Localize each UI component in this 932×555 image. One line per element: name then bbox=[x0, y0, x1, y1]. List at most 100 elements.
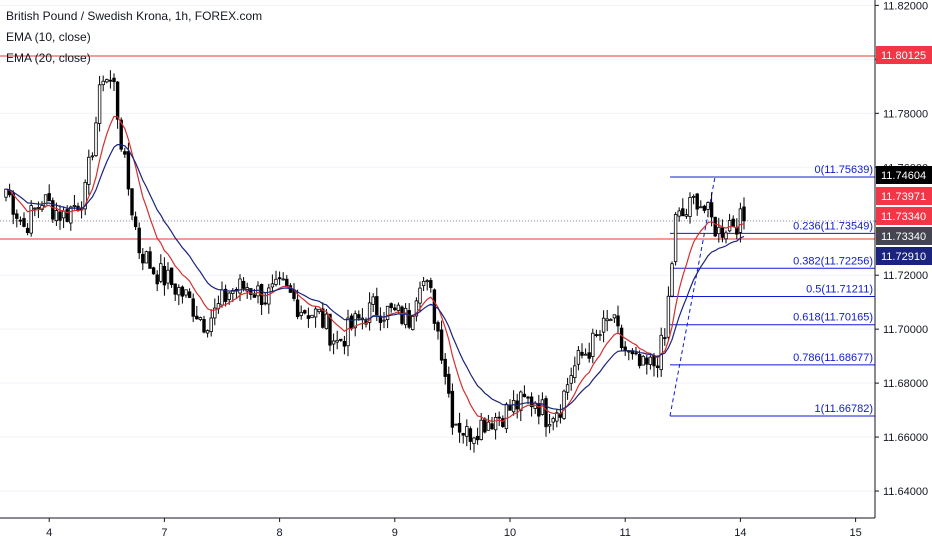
candle-body bbox=[191, 298, 195, 317]
candle-body bbox=[421, 280, 426, 287]
candle-body bbox=[87, 156, 91, 185]
candle-body bbox=[709, 202, 714, 218]
candle-body bbox=[306, 315, 311, 319]
fib-level-label: 0.5(11.71211) bbox=[806, 283, 873, 295]
candle-body bbox=[641, 355, 645, 366]
candle-body bbox=[205, 330, 210, 334]
candle-body bbox=[202, 319, 206, 333]
candle-body bbox=[738, 208, 743, 233]
price-label-box bbox=[876, 46, 932, 64]
candle-body bbox=[605, 318, 609, 322]
candle-body bbox=[663, 337, 667, 340]
candle-body bbox=[529, 396, 534, 408]
candle-body bbox=[144, 251, 149, 264]
x-tick-label: 10 bbox=[504, 527, 516, 539]
candle-body bbox=[544, 398, 548, 428]
candle-body bbox=[727, 220, 732, 232]
y-tick-label: 11.68000 bbox=[883, 378, 928, 390]
candle-body bbox=[115, 81, 120, 120]
candle-body bbox=[18, 219, 23, 222]
candle-body bbox=[504, 403, 509, 430]
price-label-box bbox=[876, 187, 932, 205]
fib-level-label: 0(11.75639) bbox=[814, 164, 873, 176]
candle-body bbox=[367, 302, 372, 323]
candle-body bbox=[699, 206, 703, 209]
candle-body bbox=[601, 317, 606, 333]
ema-lines bbox=[5, 115, 745, 423]
candle-body bbox=[688, 197, 692, 217]
fib-level-label: 1(11.66782) bbox=[814, 403, 873, 415]
candle-body bbox=[684, 214, 689, 217]
candle-body bbox=[162, 265, 167, 286]
candle-body bbox=[508, 405, 512, 411]
candle-body bbox=[447, 373, 451, 394]
candle-body bbox=[612, 314, 617, 319]
candle-body bbox=[313, 308, 318, 318]
candle-body bbox=[83, 182, 87, 210]
fib-trend-line bbox=[669, 176, 716, 417]
candle-body bbox=[565, 384, 570, 393]
candle-body bbox=[321, 308, 325, 328]
candle-body bbox=[429, 280, 433, 288]
candle-body bbox=[339, 338, 343, 341]
candle-body bbox=[267, 287, 271, 305]
candle-body bbox=[249, 288, 253, 295]
candle-body bbox=[634, 352, 638, 355]
x-tick-label: 15 bbox=[849, 527, 861, 539]
x-tick-label: 7 bbox=[161, 527, 167, 539]
candle-body bbox=[184, 289, 188, 296]
candle-body bbox=[15, 213, 19, 219]
candle-body bbox=[555, 412, 559, 422]
chart-title: British Pound / Swedish Krona, 1h, FOREX… bbox=[6, 9, 263, 23]
candle-body bbox=[173, 283, 177, 295]
candle-body bbox=[29, 205, 33, 234]
candle-body bbox=[357, 314, 361, 319]
candle-body bbox=[717, 226, 721, 235]
candle-body bbox=[151, 267, 156, 275]
x-tick-label: 11 bbox=[619, 527, 630, 539]
candle-body bbox=[407, 310, 411, 328]
candle-body bbox=[483, 418, 487, 433]
candle-body bbox=[148, 251, 152, 269]
price-label-box bbox=[876, 227, 932, 245]
candle-body bbox=[493, 417, 498, 431]
fib-level-label: 0.236(11.73549) bbox=[793, 220, 873, 232]
candle-body bbox=[22, 218, 26, 227]
candle-body bbox=[425, 280, 429, 283]
candle-body bbox=[396, 304, 401, 311]
candle-body bbox=[108, 79, 113, 82]
candle-body bbox=[36, 207, 41, 209]
candle-body bbox=[576, 350, 581, 365]
candle-body bbox=[227, 292, 231, 300]
y-tick-label: 11.64000 bbox=[883, 486, 928, 498]
candle-body bbox=[511, 400, 516, 413]
candle-body bbox=[562, 390, 566, 419]
candle-body bbox=[51, 200, 55, 220]
candle-body bbox=[652, 355, 656, 367]
candle-body bbox=[713, 216, 717, 237]
ema10-line bbox=[5, 115, 745, 423]
fib-level-label: 0.382(11.72256) bbox=[793, 255, 873, 267]
candle-body bbox=[72, 204, 77, 207]
candle-body bbox=[241, 280, 246, 289]
candle-body bbox=[583, 353, 588, 356]
candle-body bbox=[742, 206, 746, 222]
candle-body bbox=[11, 193, 15, 215]
candle-body bbox=[353, 313, 357, 329]
candle-body bbox=[331, 340, 336, 345]
y-tick-label: 11.66000 bbox=[883, 432, 928, 444]
candle-body bbox=[349, 315, 354, 330]
candle-body bbox=[169, 267, 174, 286]
candle-body bbox=[270, 283, 275, 288]
price-label-box bbox=[876, 247, 932, 265]
candle-body bbox=[187, 291, 192, 298]
legend-ema10: EMA (10, close) bbox=[6, 30, 91, 44]
candle-body bbox=[702, 205, 707, 211]
candle-body bbox=[720, 227, 725, 238]
candle-body bbox=[591, 332, 595, 357]
candle-body bbox=[324, 313, 329, 330]
candle-body bbox=[119, 119, 123, 150]
candle-body bbox=[418, 287, 422, 304]
